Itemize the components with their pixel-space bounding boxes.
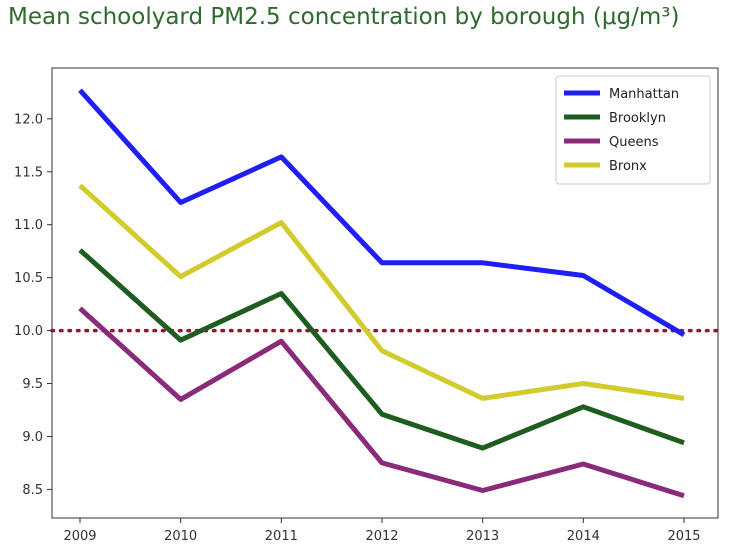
y-tick-label: 9.5 <box>22 377 43 392</box>
y-tick-label: 12.0 <box>14 112 43 127</box>
legend: Manhattan Brooklyn Queens Bronx <box>555 75 711 185</box>
y-tick-label: 11.5 <box>14 165 43 180</box>
legend-label: Brooklyn <box>609 111 666 126</box>
y-axis: 8.5 9.0 9.5 10.0 10.5 11.0 11.5 12.0 <box>14 112 52 498</box>
x-tick-label: 2013 <box>466 529 499 544</box>
x-tick-label: 2014 <box>567 529 600 544</box>
series-line-manhattan <box>78 88 686 337</box>
x-tick-label: 2011 <box>265 529 298 544</box>
chart-title: Mean schoolyard PM2.5 concentration by b… <box>8 4 680 30</box>
plot-area <box>50 67 720 519</box>
y-tick-label: 10.0 <box>14 324 43 339</box>
plot-frame <box>51 67 719 519</box>
y-tick-label: 11.0 <box>14 218 43 233</box>
series-line-brooklyn <box>78 248 685 451</box>
x-tick-label: 2015 <box>667 529 700 544</box>
legend-label: Queens <box>609 135 659 150</box>
x-tick-label: 2010 <box>164 529 197 544</box>
legend-label: Bronx <box>609 159 647 174</box>
series-lines <box>78 88 686 499</box>
y-tick-label: 10.5 <box>14 271 43 286</box>
series-line-bronx <box>78 183 685 401</box>
y-tick-label: 8.5 <box>22 483 43 498</box>
x-axis: 2009 2010 2011 2012 2013 2014 2015 <box>63 518 701 544</box>
series-line-queens <box>78 306 685 499</box>
legend-box <box>555 75 711 185</box>
x-tick-label: 2012 <box>365 529 398 544</box>
x-tick-label: 2009 <box>63 529 96 544</box>
legend-label: Manhattan <box>609 87 679 102</box>
y-tick-label: 9.0 <box>22 430 43 445</box>
